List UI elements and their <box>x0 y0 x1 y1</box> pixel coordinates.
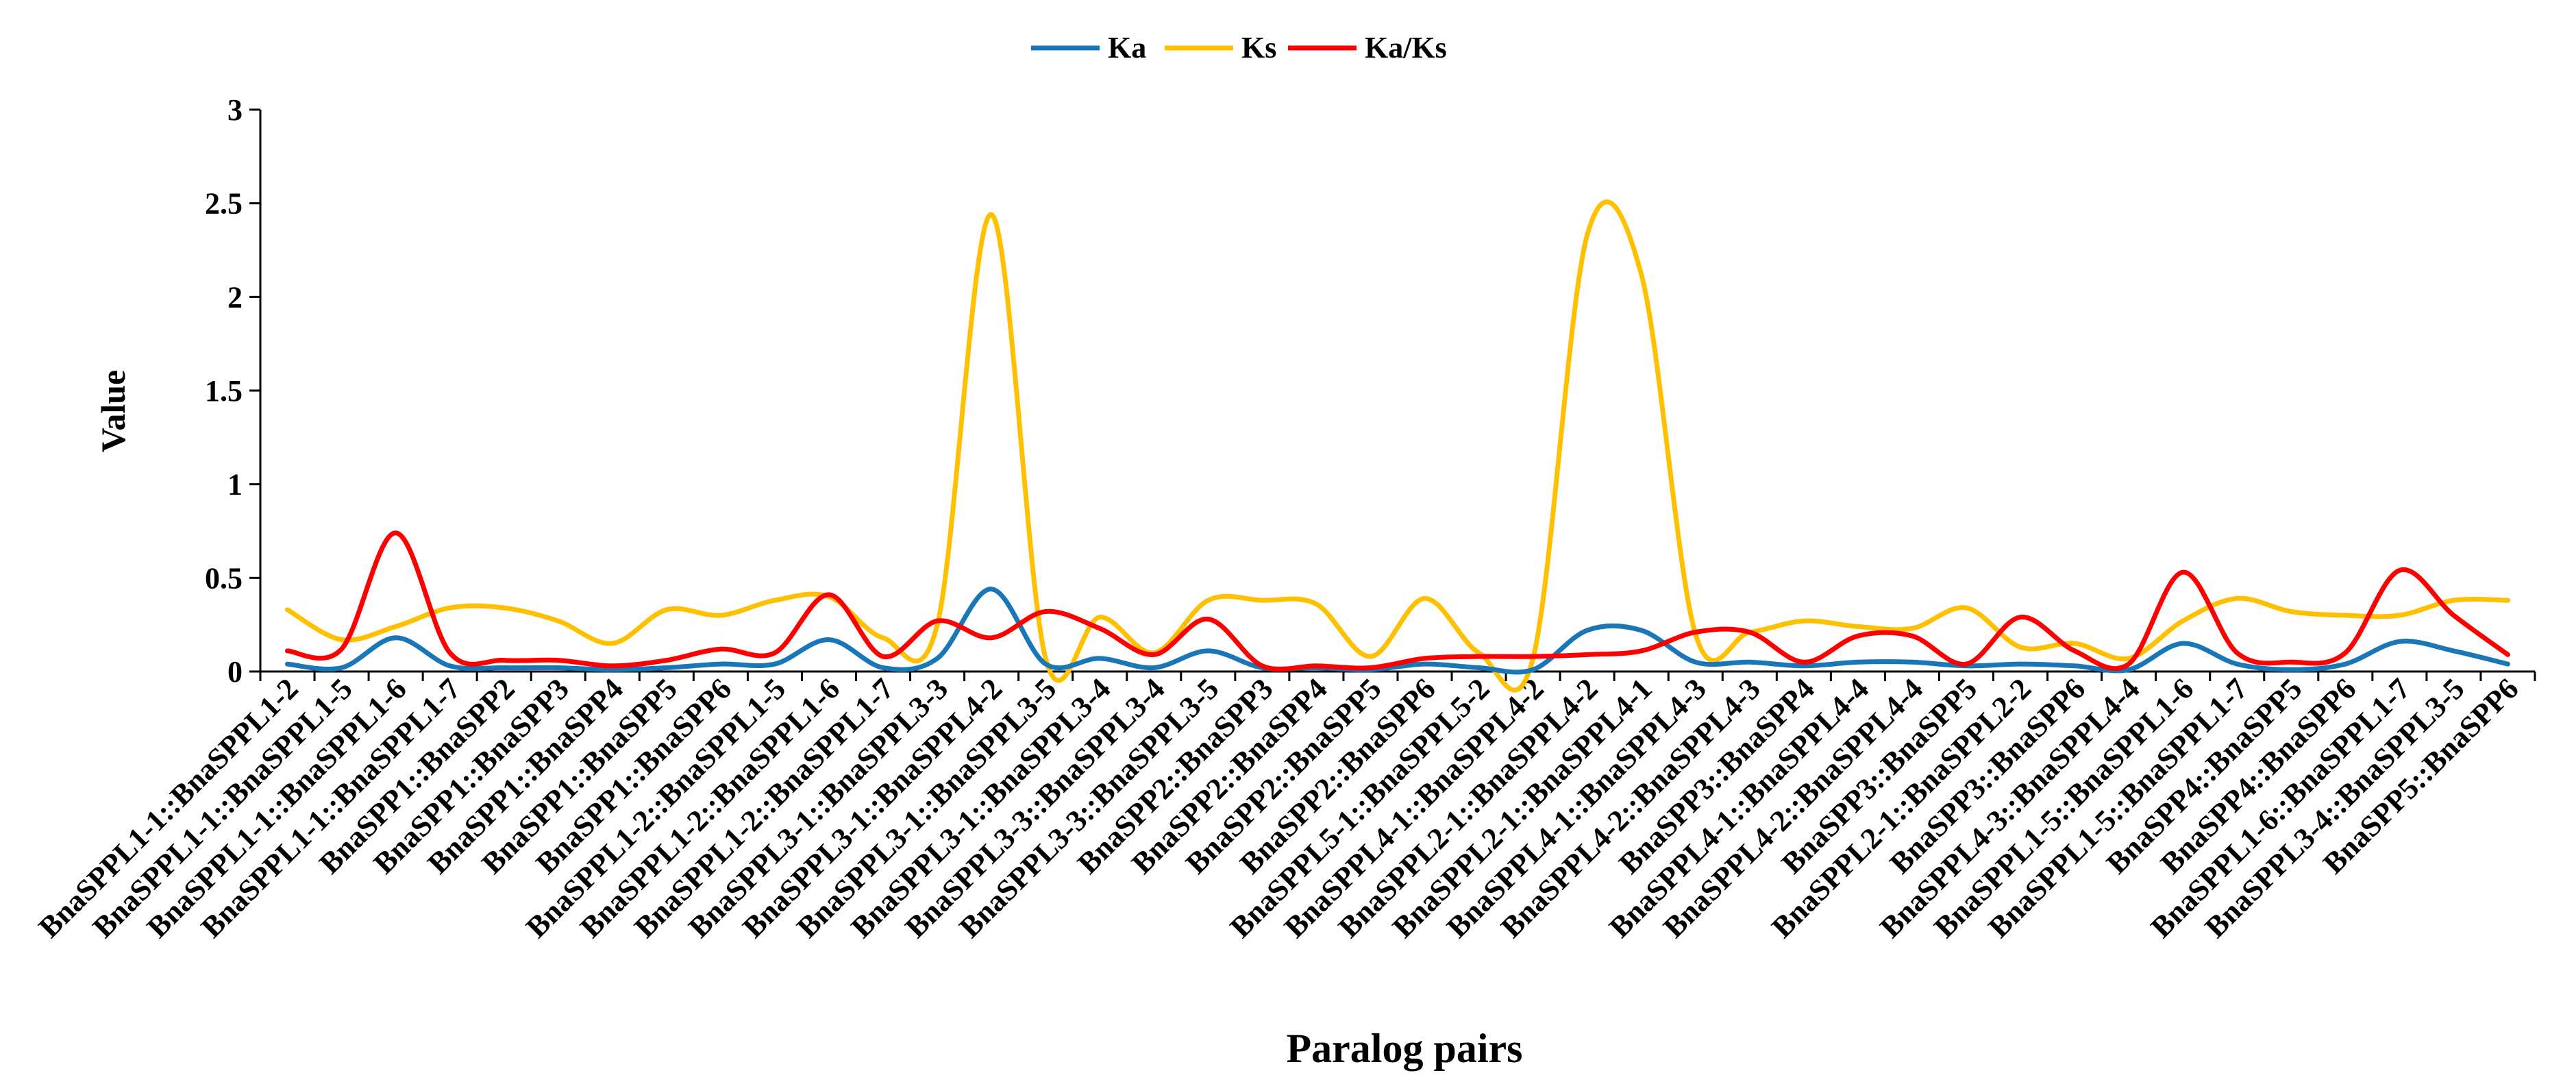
y-axis: 0 0.5 1 1.5 2 2.5 3 <box>205 93 262 689</box>
legend-label: Ka/Ks <box>1365 31 1447 64</box>
y-axis-title: Value <box>94 370 132 452</box>
legend: Ka Ks Ka/Ks <box>1031 31 1447 64</box>
y-tick-label: 3 <box>227 93 243 127</box>
legend-item-ka-ks: Ka/Ks <box>1288 31 1447 64</box>
series-line-ka-ks <box>285 530 2510 672</box>
y-tick-label: 2 <box>227 280 243 314</box>
y-tick-label: 1.5 <box>205 374 243 408</box>
legend-label: Ka <box>1108 31 1146 64</box>
series-layer <box>285 199 2510 693</box>
x-axis: BnaSPPL1-1::BnaSPPL1-2BnaSPPL1-1::BnaSPP… <box>32 670 2536 944</box>
x-axis-title: Paralog pairs <box>1287 1026 1523 1071</box>
legend-label: Ks <box>1241 31 1276 64</box>
y-tick-label: 2.5 <box>205 187 243 221</box>
legend-item-ka: Ka <box>1031 31 1146 64</box>
y-tick-label: 0 <box>227 655 243 689</box>
y-tick-label: 0.5 <box>205 561 243 595</box>
y-tick-label: 1 <box>227 468 243 502</box>
legend-item-ks: Ks <box>1165 31 1276 64</box>
series-line-ks <box>285 199 2510 693</box>
